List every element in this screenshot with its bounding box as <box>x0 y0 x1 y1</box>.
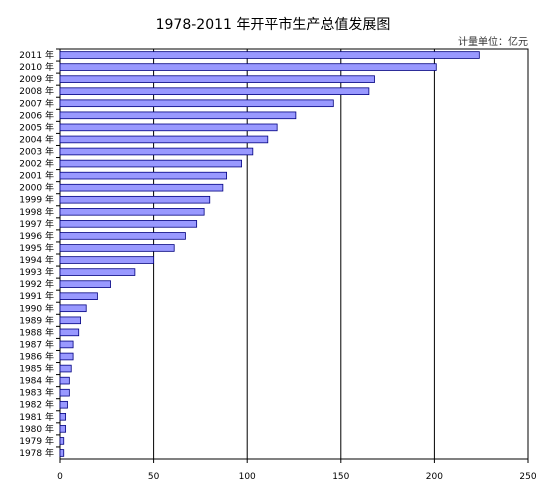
bar-26 <box>59 364 72 373</box>
y-tick-label-30: 1981 年 <box>19 411 54 423</box>
bar-11 <box>59 183 224 192</box>
y-tick-label-25: 1986 年 <box>19 351 54 363</box>
y-tick-label-2: 2009 年 <box>19 73 54 85</box>
y-tick-label-5: 2006 年 <box>19 109 54 121</box>
bar-33 <box>59 449 65 457</box>
y-tick-label-18: 1993 年 <box>19 266 54 278</box>
bar-23 <box>59 328 80 337</box>
y-tick-label-22: 1989 年 <box>19 314 54 326</box>
y-tick-label-13: 1998 年 <box>19 206 54 218</box>
y-tick-label-29: 1982 年 <box>19 399 54 411</box>
y-tick-label-6: 2005 年 <box>19 121 54 133</box>
y-tick-label-7: 2004 年 <box>19 133 54 145</box>
bar-3 <box>59 87 370 95</box>
y-tick-label-33: 1978 年 <box>19 447 54 459</box>
y-tick-label-24: 1987 年 <box>19 338 54 350</box>
x-tick-label-250: 250 <box>519 472 536 482</box>
bar-21 <box>59 304 87 313</box>
y-tick-label-23: 1988 年 <box>19 326 54 338</box>
bar-22 <box>59 316 81 325</box>
x-tick-label-0: 0 <box>57 472 63 482</box>
y-tick-label-17: 1994 年 <box>19 254 54 266</box>
y-tick-label-32: 1979 年 <box>19 435 54 447</box>
bar-7 <box>59 135 269 144</box>
bar-29 <box>59 400 68 409</box>
y-tick-label-19: 1992 年 <box>19 278 54 290</box>
y-tick-label-28: 1983 年 <box>19 387 54 399</box>
y-tick-label-15: 1996 年 <box>19 230 54 242</box>
unit-label: 计量单位：亿元 <box>458 37 528 48</box>
bar-4 <box>59 99 334 108</box>
bar-10 <box>59 171 228 180</box>
y-tick-label-16: 1995 年 <box>19 242 54 254</box>
bar-17 <box>59 256 154 264</box>
bar-32 <box>59 437 65 445</box>
bar-31 <box>59 425 67 433</box>
bar-15 <box>59 232 186 240</box>
bar-12 <box>59 195 211 204</box>
bar-19 <box>59 280 111 288</box>
bar-16 <box>59 244 175 252</box>
bar-30 <box>59 413 67 421</box>
y-tick-label-8: 2003 年 <box>19 146 54 158</box>
bar-20 <box>59 292 98 300</box>
bar-13 <box>59 208 205 216</box>
x-tick-label-50: 50 <box>148 472 160 482</box>
bar-0 <box>59 51 480 59</box>
x-tick-label-150: 150 <box>332 472 349 482</box>
bar-1 <box>59 63 437 71</box>
y-tick-label-11: 2000 年 <box>19 182 54 194</box>
y-tick-label-4: 2007 年 <box>19 97 54 109</box>
bar-25 <box>59 352 74 361</box>
bar-24 <box>59 340 74 349</box>
x-tick-label-200: 200 <box>426 472 443 482</box>
y-tick-label-31: 1980 年 <box>19 423 54 435</box>
bar-5 <box>59 111 297 120</box>
y-tick-label-9: 2002 年 <box>19 158 54 170</box>
bar-8 <box>59 147 254 156</box>
y-tick-label-21: 1990 年 <box>19 302 54 314</box>
y-tick-label-27: 1984 年 <box>19 375 54 387</box>
bar-28 <box>59 388 70 397</box>
y-tick-label-10: 2001 年 <box>19 170 54 182</box>
y-tick-label-26: 1985 年 <box>19 363 54 375</box>
y-tick-label-20: 1991 年 <box>19 290 54 302</box>
x-tick-label-100: 100 <box>239 472 256 482</box>
y-tick-label-12: 1999 年 <box>19 194 54 206</box>
bar-18 <box>59 268 136 276</box>
plot-area <box>59 48 529 460</box>
y-tick-label-0: 2011 年 <box>19 49 54 61</box>
bar-14 <box>59 220 198 228</box>
bar-6 <box>59 123 278 132</box>
bar-27 <box>59 376 70 385</box>
y-tick-label-1: 2010 年 <box>19 61 54 73</box>
chart-title: 1978-2011 年开平市生产总值发展图 <box>155 17 391 33</box>
y-tick-label-3: 2008 年 <box>19 85 54 97</box>
bar-2 <box>59 75 375 83</box>
bar-9 <box>59 159 242 168</box>
y-tick-label-14: 1997 年 <box>19 218 54 230</box>
